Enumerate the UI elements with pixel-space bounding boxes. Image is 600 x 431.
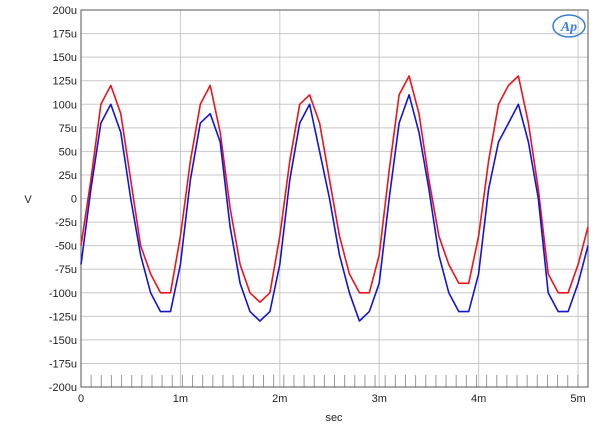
y-tick-label: 125u <box>53 76 77 88</box>
y-tick-label: -150u <box>49 335 77 347</box>
svg-text:Ap: Ap <box>560 20 577 35</box>
y-axis-tick-labels: 200u 175u 150u 125u 100u 75u 50u 25u 0 -25u -50u -7… <box>49 5 77 394</box>
y-tick-label: 75u <box>59 123 77 135</box>
y-tick-label: 50u <box>59 146 77 158</box>
y-tick-label: -175u <box>49 358 77 370</box>
y-tick-label: -50u <box>55 241 77 253</box>
x-axis-label: sec <box>325 412 343 424</box>
series-layer <box>80 75 589 322</box>
y-tick-label: 150u <box>53 52 77 64</box>
y-axis-label: V <box>24 194 32 206</box>
y-tick-label: 0 <box>71 194 77 206</box>
x-tick-label: 3m <box>372 393 387 405</box>
minor-ticks <box>90 375 579 387</box>
y-tick-label: 25u <box>59 170 77 182</box>
y-tick-label: -25u <box>55 217 77 229</box>
y-tick-label: 175u <box>53 29 77 41</box>
y-tick-label: -200u <box>49 382 77 394</box>
y-tick-label: -100u <box>49 288 77 300</box>
x-tick-label: 0 <box>78 393 84 405</box>
x-tick-label: 1m <box>173 393 188 405</box>
y-tick-label: 100u <box>53 99 77 111</box>
ap-logo-icon: Ap <box>552 14 586 38</box>
y-tick-label: -125u <box>49 311 77 323</box>
x-tick-label: 5m <box>570 393 585 405</box>
x-axis-tick-labels: 0 1m 2m 3m 4m 5m <box>78 393 586 405</box>
plot-frame <box>80 9 589 388</box>
series-line-1 <box>80 75 589 303</box>
x-tick-label: 2m <box>272 393 287 405</box>
y-tick-label: -75u <box>55 264 77 276</box>
series-line-2 <box>80 94 589 322</box>
grid <box>80 9 588 388</box>
x-tick-label: 4m <box>471 393 486 405</box>
y-tick-label: 200u <box>53 5 77 17</box>
